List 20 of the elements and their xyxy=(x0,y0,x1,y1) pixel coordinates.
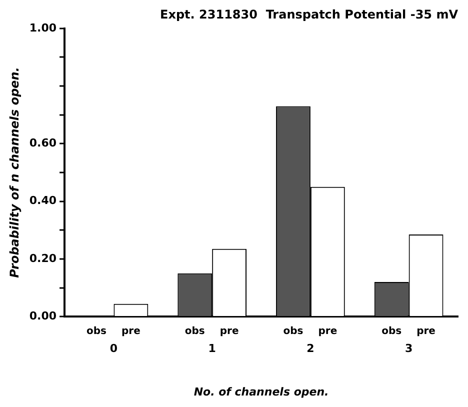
series-label: obs xyxy=(184,326,205,338)
text: obs xyxy=(283,326,304,338)
text: obs xyxy=(382,326,402,338)
text: pre xyxy=(318,326,338,338)
text: pre xyxy=(416,326,436,338)
chart-title: Expt. 2311830 Transpatch Potential -35 mV xyxy=(160,7,459,22)
series-label: pre xyxy=(122,326,141,338)
y-tick-label: 0.00 xyxy=(29,309,57,322)
text: obs xyxy=(86,326,106,338)
x-tick-label: 1 xyxy=(208,342,216,356)
y-tick-label: 0.60 xyxy=(29,136,57,150)
text: pre xyxy=(220,326,239,338)
x-tick-label: 3 xyxy=(404,342,413,356)
y-axis-title: Probability of n channels open. xyxy=(7,67,22,278)
x-tick-label: 2 xyxy=(306,342,314,356)
y-tick-label: 0.40 xyxy=(29,194,57,208)
x-tick-label: 0 xyxy=(110,342,118,356)
y-tick-label: 0.20 xyxy=(29,252,57,265)
x-axis-title: No. of channels open. xyxy=(194,385,329,398)
y-tick-label: 1.00 xyxy=(29,21,57,34)
